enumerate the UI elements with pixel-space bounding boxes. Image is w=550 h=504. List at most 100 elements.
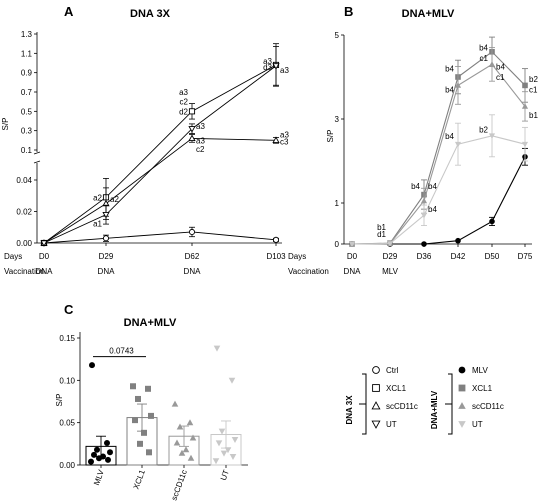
panel-a-annotation: a3 [280, 66, 289, 75]
panel-a-point [272, 136, 280, 143]
panel-a-ylabel: S/P [1, 118, 10, 131]
panel-c-point [89, 362, 95, 369]
legend-dna3x-label: XCL1 [386, 384, 407, 393]
panel-c-point [145, 385, 151, 392]
panel-b-point [420, 212, 428, 219]
panel-b-annotation: b4 [445, 132, 454, 141]
panel-b-xtick-label: D50 [485, 252, 500, 261]
panel-c-point [187, 454, 195, 461]
panel-c-letter: C [64, 302, 74, 317]
panel-b-point [454, 141, 462, 148]
panel-c-point [218, 428, 226, 435]
panel-b-vaccination-value: DNA [344, 267, 362, 276]
panel-a-xtick-label: D29 [99, 252, 114, 261]
panel-c-point [146, 449, 152, 456]
panel-c-point [186, 419, 194, 426]
panel-a-ytick-label: 0.00 [16, 239, 32, 248]
panel-a-ytick-label: 0.9 [21, 69, 33, 78]
panel-b-point [420, 197, 428, 204]
panel-a-point [188, 126, 196, 133]
legend-dna3x-marker [372, 366, 380, 374]
panel-a-annotation: a3 [263, 57, 272, 66]
panel-c-point [94, 446, 100, 453]
panel-a-series-line [43, 137, 277, 244]
panel-c-chart: C DNA+MLV S/P 0.00 0.05 0.10 0.15 MLV XCL1 scC… [55, 302, 248, 502]
panel-a-annotation: d2 [179, 107, 188, 116]
legend: DNA 3X DNA+MLV Ctrl XCL1 scCD11c UT MLV XCL1 s… [345, 366, 504, 435]
panel-a-annotation: c2 [180, 98, 189, 107]
panel-c-xtick-label: XCL1 [132, 468, 147, 490]
panel-a-point [272, 236, 280, 243]
panel-a-annotation: a3 [179, 88, 188, 97]
panel-b-point [488, 61, 496, 67]
legend-dna3x-marker [371, 420, 381, 429]
legend-dnamlv-label: scCD11c [472, 402, 504, 411]
panel-b-annotation: b2 [479, 126, 488, 135]
panel-b-annotation: b1 [529, 111, 538, 120]
panel-c-point [88, 458, 94, 465]
panel-c-point [130, 383, 136, 390]
panel-a-point [188, 228, 196, 236]
panel-c-xtick-label: scCD11c [170, 469, 189, 502]
panel-a-letter: A [64, 4, 74, 19]
panel-b-annotation: b4 [445, 65, 454, 74]
panel-b-annotation: b4 [428, 205, 437, 214]
legend-dnamlv-marker [458, 421, 466, 428]
panel-b-point [522, 82, 528, 89]
panel-a-point [102, 211, 110, 219]
panel-c-point [215, 440, 223, 447]
panel-c-point [135, 395, 141, 402]
legend-dnamlv-label: DNA+MLV [430, 390, 439, 429]
panel-a-ytick-label: 0.5 [21, 107, 33, 116]
panel-c-point [220, 450, 228, 457]
panel-c-point [91, 451, 97, 458]
panel-a-chart: A DNA 3X S/P Days Vaccination 0.00 0.02 0.… [1, 4, 289, 276]
panel-c-ytick-label: 0.00 [59, 461, 75, 470]
legend-dna3x-bracket [359, 373, 367, 435]
panel-a-annotation: a3 [196, 122, 205, 131]
panel-a-point [40, 240, 48, 247]
panel-a-axis-break-mark [33, 160, 41, 164]
panel-a-vaccination-value: DNA [184, 267, 202, 276]
panel-a-ytick-label: 0.1 [21, 146, 33, 155]
panel-c-point [105, 456, 111, 463]
panel-b-vaccination-label: Vaccination [288, 267, 329, 276]
panel-c-point [107, 449, 113, 456]
panel-c-point [96, 455, 102, 462]
panel-a-ytick-label: 1.1 [21, 49, 33, 58]
panel-b-xlabel: Days [288, 252, 306, 261]
panel-b-ytick-label: 5 [335, 31, 340, 40]
panel-a-ytick-label: 1.3 [21, 30, 33, 39]
panel-a-annotation: c3 [280, 137, 289, 146]
panel-a-series-line [43, 64, 277, 244]
panel-c-point [182, 446, 190, 453]
panel-a-xtick-label: D0 [39, 252, 50, 261]
panel-b-xtick-label: D29 [383, 252, 398, 261]
panel-b-annotation: b4 [428, 182, 437, 191]
panel-b-point [386, 241, 394, 247]
panel-c-point [229, 453, 237, 460]
panel-b-title: DNA+MLV [402, 8, 455, 20]
panel-b-ytick-label: 0 [335, 240, 340, 249]
panel-a-title: DNA 3X [130, 8, 171, 20]
panel-b-xtick-label: D0 [347, 252, 358, 261]
panel-c-point [173, 439, 181, 446]
panel-c-point [148, 412, 154, 419]
panel-b-point [521, 141, 529, 148]
panel-b-point [421, 241, 427, 247]
panel-b-ylabel: S/P [326, 130, 335, 143]
panel-a-vaccination-label: Vaccination [4, 267, 45, 276]
panel-c-point [231, 437, 239, 444]
panel-c-point [213, 345, 221, 352]
panel-a-point [188, 134, 196, 142]
panel-b-annotation: c1 [496, 73, 505, 82]
panel-b-point [455, 237, 461, 244]
panel-a-vaccination-value: DNA [98, 267, 116, 276]
panel-c-ytick-label: 0.05 [59, 419, 75, 428]
panel-a-xtick-label: D62 [185, 252, 200, 261]
panel-a-point [102, 235, 110, 242]
panel-c-point [176, 423, 184, 430]
panel-b-xtick-label: D36 [417, 252, 432, 261]
panel-c-point [104, 439, 110, 446]
panel-a-xlabel: Days [4, 252, 22, 261]
